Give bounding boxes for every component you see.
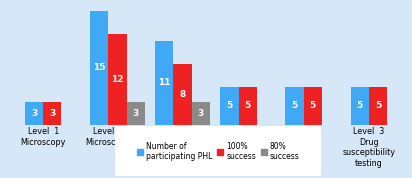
Bar — [286, 87, 304, 125]
Text: 5: 5 — [226, 101, 232, 110]
Text: 3: 3 — [133, 109, 139, 118]
Bar — [239, 87, 257, 125]
Text: 12: 12 — [111, 75, 124, 84]
Bar — [304, 87, 322, 125]
Bar — [369, 87, 387, 125]
Bar — [173, 64, 192, 125]
Bar — [220, 87, 239, 125]
Bar — [192, 102, 210, 125]
Text: 5: 5 — [356, 101, 363, 110]
Bar — [43, 102, 61, 125]
Text: 3: 3 — [31, 109, 37, 118]
Text: 3: 3 — [49, 109, 56, 118]
Bar — [126, 102, 145, 125]
Bar — [108, 34, 126, 125]
Text: 3: 3 — [198, 109, 204, 118]
Text: 5: 5 — [291, 101, 298, 110]
Text: 5: 5 — [310, 101, 316, 110]
Bar — [155, 41, 173, 125]
Legend: Number of
participating PHL, 100%
success, 80%
success: Number of participating PHL, 100% succes… — [135, 139, 302, 163]
Text: 15: 15 — [93, 63, 105, 72]
Text: 5: 5 — [375, 101, 381, 110]
Text: 8: 8 — [180, 90, 186, 99]
Text: 11: 11 — [158, 78, 171, 88]
Bar — [90, 11, 108, 125]
Bar — [25, 102, 43, 125]
Text: 5: 5 — [245, 101, 251, 110]
Bar — [351, 87, 369, 125]
